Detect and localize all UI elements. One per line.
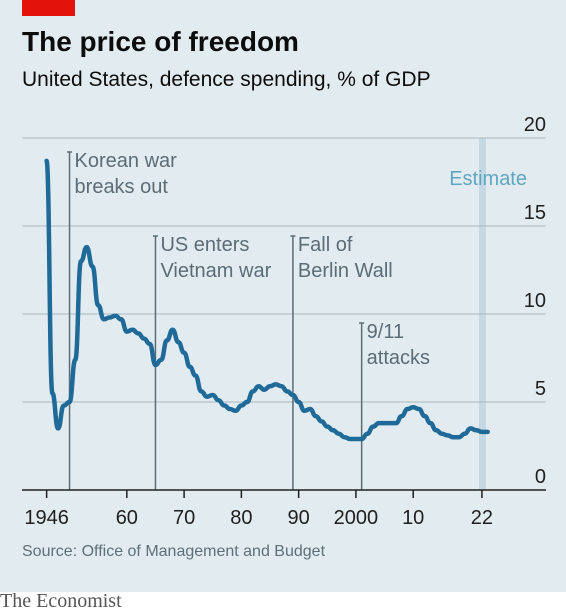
x-tick-label: 2000	[334, 507, 379, 529]
brand-accent-bar	[22, 0, 75, 16]
y-tick-label: 10	[524, 290, 546, 312]
annotation-text: Korean war breaks out	[75, 150, 178, 198]
x-tick-label: 22	[471, 507, 493, 529]
x-tick-label: 70	[173, 507, 195, 529]
y-tick-label: 0	[535, 466, 546, 488]
x-tick-label: 60	[116, 507, 138, 529]
x-tick-label: 10	[402, 507, 424, 529]
annotation-text: Fall of Berlin Wall	[298, 234, 393, 282]
gridlines	[22, 137, 546, 403]
estimate-label: Estimate	[449, 168, 527, 190]
x-tick-label: 1946	[24, 507, 69, 529]
line-chart: Korean war breaks out US enters Vietnam war…	[22, 114, 546, 529]
chart-subtitle: United States, defence spending, % of GD…	[22, 68, 431, 91]
chart-title: The price of freedom	[22, 26, 299, 57]
annotation-text: US enters Vietnam war	[160, 234, 271, 282]
y-tick-label: 20	[524, 114, 546, 136]
source-note: Source: Office of Management and Budget	[22, 543, 326, 560]
y-tick-label: 5	[535, 378, 546, 400]
publisher-logo: The Economist	[0, 590, 122, 612]
y-tick-label: 15	[524, 202, 546, 224]
x-axis: 1946 60 70 80 90 2000 10 22	[24, 490, 493, 529]
x-tick-label: 90	[288, 507, 310, 529]
data-series	[44, 158, 490, 442]
y-axis: 0 5 10 15 20	[524, 114, 546, 488]
annotations: Korean war breaks out US enters Vietnam war…	[67, 150, 430, 490]
annotation-text: 9/11 attacks	[367, 321, 430, 369]
x-tick-label: 80	[230, 507, 252, 529]
series-line	[44, 158, 490, 442]
